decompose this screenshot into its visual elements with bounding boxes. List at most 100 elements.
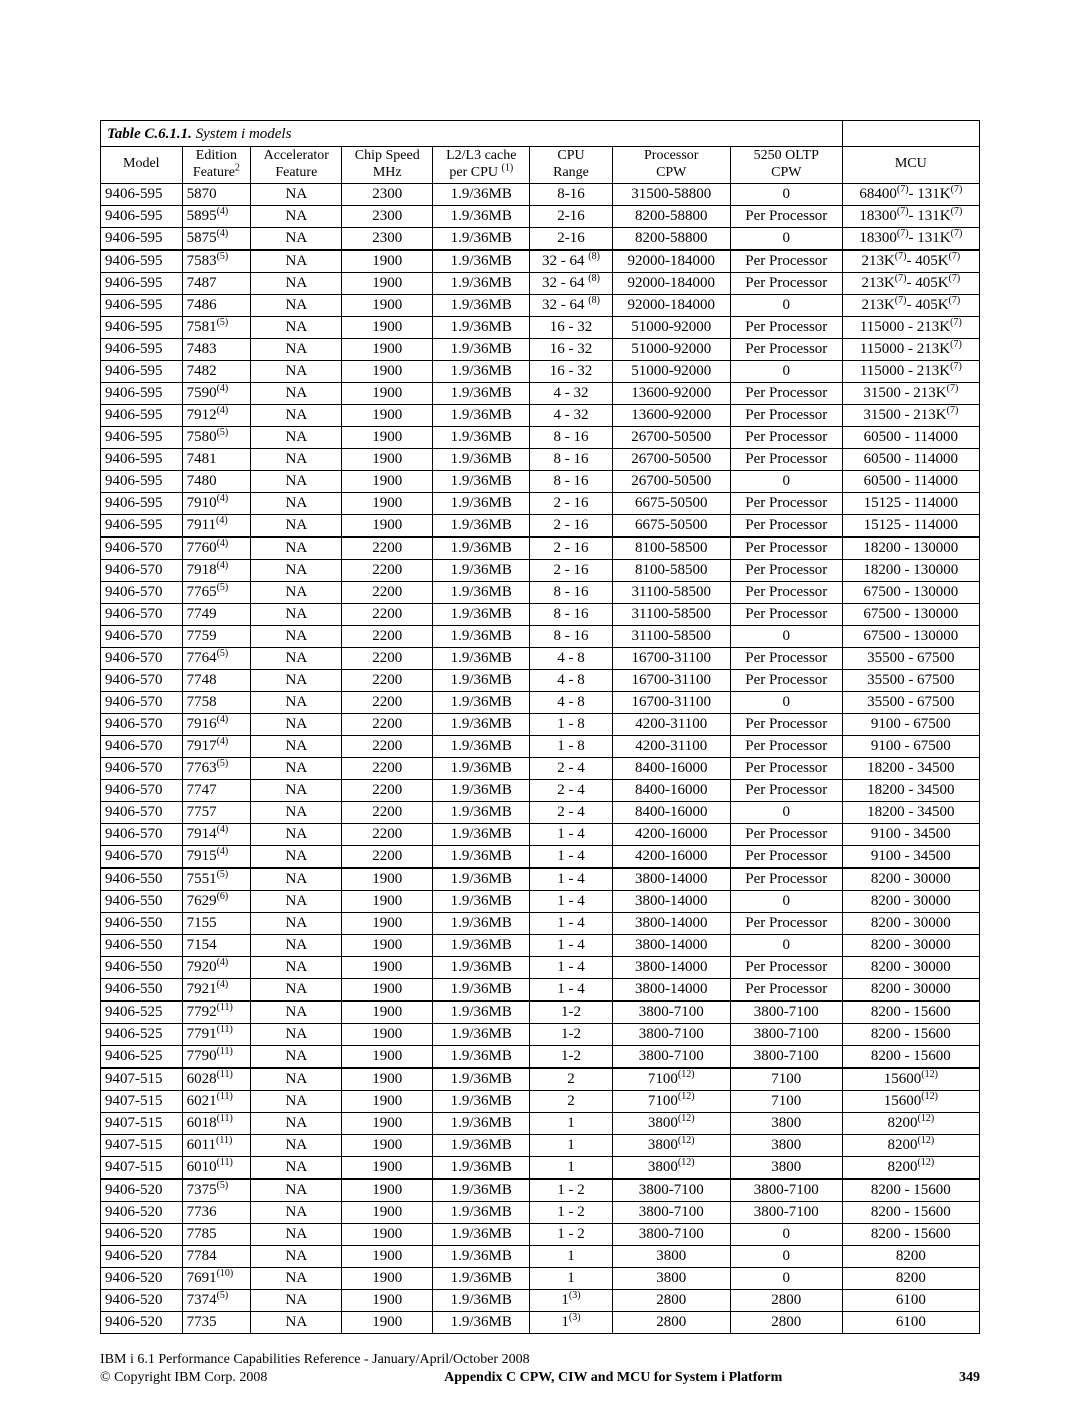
table-cell: 8 - 16: [530, 470, 612, 492]
table-cell: 8200(12): [842, 1156, 979, 1179]
table-cell: 2200: [342, 735, 433, 757]
table-cell: 7375(5): [182, 1179, 251, 1202]
table-cell: 1.9/36MB: [433, 581, 530, 603]
table-cell: Per Processor: [730, 647, 842, 669]
table-cell: 1900: [342, 316, 433, 338]
table-row: 9406-5957910(4)NA19001.9/36MB2 - 166675-…: [101, 492, 980, 514]
table-cell: 9406-570: [101, 845, 183, 868]
table-cell: 7784: [182, 1245, 251, 1267]
table-cell: 92000-184000: [612, 272, 730, 294]
table-cell: 1.9/36MB: [433, 1267, 530, 1289]
table-cell: 1 - 2: [530, 1223, 612, 1245]
table-cell: 7917(4): [182, 735, 251, 757]
table-cell: 16 - 32: [530, 338, 612, 360]
table-row: 9406-5707915(4)NA22001.9/36MB1 - 44200-1…: [101, 845, 980, 868]
table-row: 9406-5707749NA22001.9/36MB8 - 1631100-58…: [101, 603, 980, 625]
table-cell: 1.9/36MB: [433, 757, 530, 779]
table-cell: 8200 - 15600: [842, 1201, 979, 1223]
table-cell: 1.9/36MB: [433, 250, 530, 273]
table-cell: 1.9/36MB: [433, 978, 530, 1001]
table-cell: NA: [251, 956, 342, 978]
table-row: 9406-5207785NA19001.9/36MB1 - 23800-7100…: [101, 1223, 980, 1245]
table-cell: 1.9/36MB: [433, 912, 530, 934]
table-cell: 6021(11): [182, 1090, 251, 1112]
table-row: 9406-5707747NA22001.9/36MB2 - 48400-1600…: [101, 779, 980, 801]
table-cell: 3800-14000: [612, 956, 730, 978]
table-row: 9406-5207735NA19001.9/36MB1(3)2800280061…: [101, 1311, 980, 1333]
table-cell: 1900: [342, 514, 433, 537]
table-cell: NA: [251, 316, 342, 338]
table-cell: 0: [730, 227, 842, 250]
table-cell: 13600-92000: [612, 382, 730, 404]
table-cell: 31500 - 213K(7): [842, 382, 979, 404]
table-cell: 4 - 8: [530, 691, 612, 713]
table-cell: 51000-92000: [612, 338, 730, 360]
table-cell: NA: [251, 779, 342, 801]
table-cell: 1.9/36MB: [433, 691, 530, 713]
table-cell: 8 - 16: [530, 603, 612, 625]
table-cell: 1.9/36MB: [433, 183, 530, 205]
table-cell: 15125 - 114000: [842, 492, 979, 514]
table-cell: 2800: [730, 1311, 842, 1333]
table-cell: NA: [251, 205, 342, 227]
table-cell: 213K(7)- 405K(7): [842, 250, 979, 273]
table-cell: 1900: [342, 1179, 433, 1202]
table-cell: 4 - 8: [530, 669, 612, 691]
table-cell: 1 - 8: [530, 713, 612, 735]
table-cell: 9406-520: [101, 1201, 183, 1223]
table-cell: 3800-14000: [612, 934, 730, 956]
table-cell: 26700-50500: [612, 448, 730, 470]
table-cell: 4 - 8: [530, 647, 612, 669]
table-cell: NA: [251, 625, 342, 647]
table-cell: 1.9/36MB: [433, 1156, 530, 1179]
table-cell: 1.9/36MB: [433, 1045, 530, 1068]
table-cell: 2 - 16: [530, 559, 612, 581]
table-cell: 1: [530, 1245, 612, 1267]
table-cell: 9406-570: [101, 647, 183, 669]
table-cell: 13600-92000: [612, 404, 730, 426]
table-cell: 1900: [342, 1267, 433, 1289]
table-cell: 9406-550: [101, 890, 183, 912]
table-cell: Per Processor: [730, 426, 842, 448]
table-cell: 31500-58800: [612, 183, 730, 205]
table-cell: 3800-7100: [612, 1201, 730, 1223]
table-cell: NA: [251, 448, 342, 470]
table-cell: 9406-525: [101, 1001, 183, 1024]
table-cell: 2300: [342, 183, 433, 205]
table-cell: 1900: [342, 1223, 433, 1245]
table-cell: Per Processor: [730, 956, 842, 978]
table-cell: 7154: [182, 934, 251, 956]
table-row: 9406-5507551(5)NA19001.9/36MB1 - 43800-1…: [101, 868, 980, 891]
table-cell: 7374(5): [182, 1289, 251, 1311]
table-cell: NA: [251, 1023, 342, 1045]
table-cell: 7785: [182, 1223, 251, 1245]
table-cell: 9406-595: [101, 426, 183, 448]
table-cell: 1.9/36MB: [433, 1223, 530, 1245]
table-cell: 16700-31100: [612, 669, 730, 691]
table-cell: NA: [251, 404, 342, 426]
table-cell: 9406-570: [101, 779, 183, 801]
table-cell: 4 - 32: [530, 382, 612, 404]
table-cell: 1 - 4: [530, 956, 612, 978]
table-cell: 3800-7100: [730, 1045, 842, 1068]
table-cell: 1: [530, 1134, 612, 1156]
table-cell: 7100: [730, 1068, 842, 1091]
table-cell: 7487: [182, 272, 251, 294]
table-cell: Per Processor: [730, 779, 842, 801]
table-cell: 8200 - 30000: [842, 890, 979, 912]
table-cell: 8 - 16: [530, 426, 612, 448]
system-i-models-table: Table C.6.1.1. System i models Model Edi…: [100, 120, 980, 1334]
table-cell: 1 - 4: [530, 934, 612, 956]
table-cell: 5870: [182, 183, 251, 205]
table-row: 9406-5707764(5)NA22001.9/36MB4 - 816700-…: [101, 647, 980, 669]
table-cell: 7765(5): [182, 581, 251, 603]
table-cell: 3800: [730, 1156, 842, 1179]
table-cell: 8200 - 15600: [842, 1045, 979, 1068]
table-row: 9407-5156010(11)NA19001.9/36MB13800(12)3…: [101, 1156, 980, 1179]
table-cell: 1.9/36MB: [433, 603, 530, 625]
table-cell: 8100-58500: [612, 537, 730, 560]
table-cell: 7912(4): [182, 404, 251, 426]
table-row: 9406-5707760(4)NA22001.9/36MB2 - 168100-…: [101, 537, 980, 560]
table-cell: 7747: [182, 779, 251, 801]
table-row: 9406-5957481NA19001.9/36MB8 - 1626700-50…: [101, 448, 980, 470]
